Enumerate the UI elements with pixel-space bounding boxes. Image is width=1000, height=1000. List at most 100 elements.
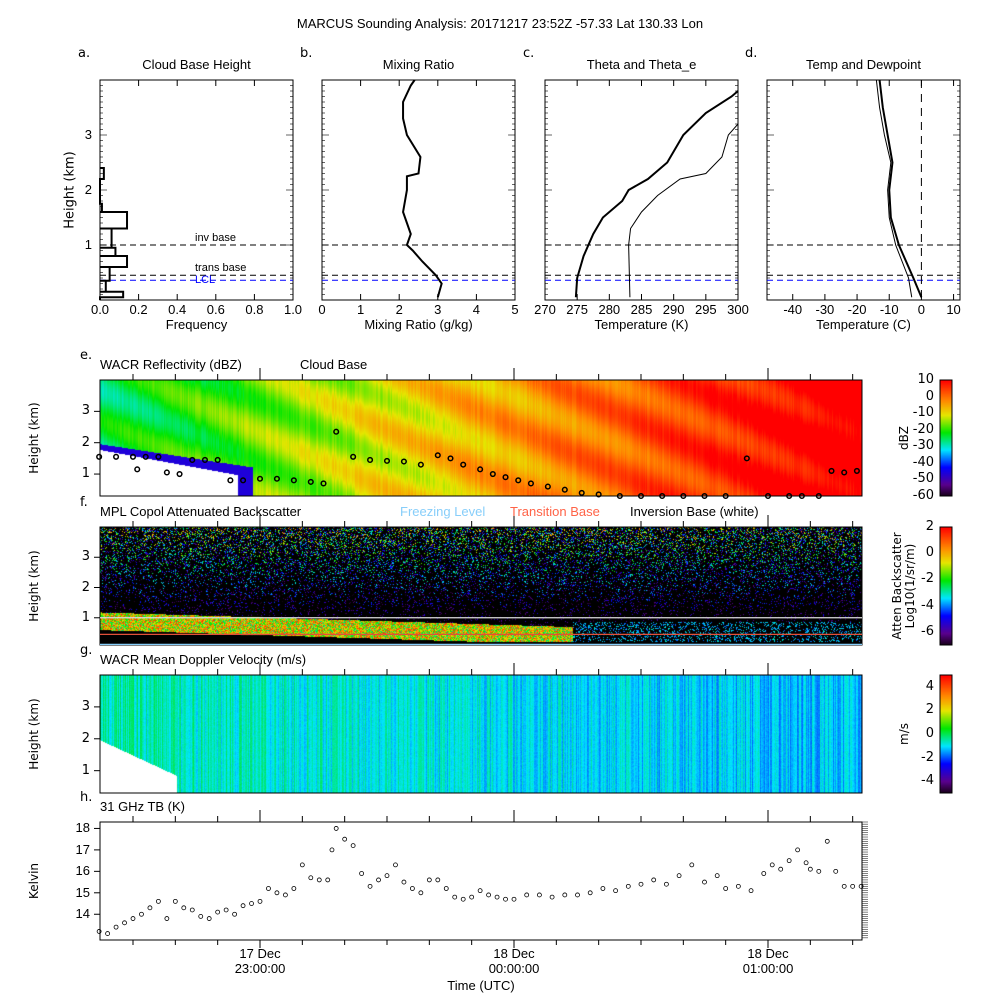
panel-letter-h: h. bbox=[80, 790, 93, 805]
x-tick-label: -40 bbox=[783, 302, 803, 317]
colorbar-label: m/s bbox=[897, 723, 911, 745]
tb-data-point bbox=[638, 881, 644, 887]
tb-data-point bbox=[689, 862, 695, 868]
tb-data-point bbox=[452, 894, 458, 900]
doppler-velocity-heatmap bbox=[100, 675, 862, 793]
tb-data-point bbox=[266, 886, 271, 891]
cloud-base-point bbox=[320, 480, 327, 487]
colorbar-label: Atten Backscatter bbox=[890, 532, 904, 640]
x-tick-label: 1.0 bbox=[283, 302, 303, 317]
tb-data-point bbox=[435, 877, 441, 883]
tb-data-point bbox=[198, 914, 204, 919]
cloud-base-point bbox=[307, 478, 314, 485]
cloud-base-point bbox=[240, 477, 247, 484]
panel-title-g: WACR Mean Doppler Velocity (m/s) bbox=[100, 652, 307, 667]
colorbar-tick-label: -2 bbox=[921, 749, 934, 765]
y-tick-label: 3 bbox=[81, 549, 90, 565]
figure-title: MARCUS Sounding Analysis: 20171217 23:52… bbox=[296, 16, 704, 31]
tb-data-point bbox=[172, 898, 178, 904]
tb-data-point bbox=[816, 868, 822, 874]
tb-data-point bbox=[735, 883, 741, 889]
tb-data-point bbox=[249, 901, 254, 906]
colorbar-tick-label: -2 bbox=[921, 571, 934, 587]
tb-data-point bbox=[850, 883, 856, 889]
colorbar-tick-label: 2 bbox=[925, 519, 934, 534]
x-tick-time: 23:00:00 bbox=[234, 961, 286, 976]
y-tick-label: 18 bbox=[75, 820, 90, 836]
tb-data-point bbox=[96, 929, 102, 934]
tb-data-point bbox=[325, 877, 331, 883]
panel-title-e: WACR Reflectivity (dBZ) bbox=[100, 357, 242, 372]
tb-data-point bbox=[537, 892, 542, 898]
x-tick-label: 295 bbox=[694, 302, 717, 317]
colorbar-tick-label: -10 bbox=[912, 405, 934, 421]
x-tick-label: 2 bbox=[395, 302, 403, 317]
cloud-base-point bbox=[400, 458, 407, 465]
tb-data-point bbox=[274, 890, 280, 896]
tb-data-point bbox=[426, 877, 432, 883]
legend-transition: Transition Base bbox=[510, 504, 600, 519]
panel-b-frame bbox=[321, 79, 516, 301]
y-tick-label: 2 bbox=[81, 730, 90, 746]
tb-data-point bbox=[240, 903, 246, 909]
tb-data-point bbox=[333, 826, 339, 831]
cloud-base-point bbox=[460, 461, 467, 468]
tb-data-point bbox=[460, 896, 466, 902]
x-axis-label-a: Frequency bbox=[165, 317, 228, 332]
tb-data-point bbox=[393, 862, 398, 868]
x-tick-label: 0.2 bbox=[129, 302, 148, 317]
cloud-base-histogram bbox=[99, 167, 129, 300]
cloud-base-point bbox=[616, 492, 623, 500]
y-tick-label: 1 bbox=[81, 466, 90, 482]
reflectivity-heatmap bbox=[100, 380, 862, 496]
tb-data-point bbox=[613, 888, 618, 894]
panel-c-frame bbox=[544, 79, 739, 301]
x-tick-label: 1 bbox=[356, 302, 365, 317]
tb-data-point bbox=[443, 886, 449, 891]
x-tick-label: 280 bbox=[598, 302, 621, 317]
x-axis-label: Time (UTC) bbox=[447, 978, 515, 993]
panel-title-h: 31 GHz TB (K) bbox=[100, 799, 186, 814]
tb-data-point bbox=[469, 894, 475, 900]
colorbar-velocity bbox=[940, 675, 952, 793]
x-tick-label: 0.8 bbox=[245, 302, 264, 317]
tb-data-point bbox=[122, 920, 127, 926]
panel-title-d: Temp and Dewpoint bbox=[806, 57, 921, 72]
colorbar-tick-label: 2 bbox=[925, 702, 934, 718]
panel-d-frame bbox=[766, 79, 961, 301]
tb-data-point bbox=[524, 892, 530, 898]
tb-data-point bbox=[549, 894, 555, 900]
panel-g-frame bbox=[99, 674, 863, 794]
y-axis-label-g: Height (km) bbox=[27, 698, 41, 770]
panel-title-c: Theta and Theta_e bbox=[586, 57, 697, 72]
x-tick-label: 0 bbox=[917, 302, 926, 317]
cloud-base-point bbox=[134, 466, 141, 473]
y-tick-label: 1 bbox=[81, 609, 90, 625]
cloud-base-point bbox=[417, 461, 424, 468]
cloud-base-point bbox=[637, 492, 645, 500]
cloud-base-point bbox=[477, 466, 484, 473]
cloud-base-point bbox=[163, 469, 170, 476]
x-tick-time: 01:00:00 bbox=[742, 961, 794, 976]
cloud-base-point bbox=[189, 456, 196, 463]
x-tick-label: 275 bbox=[566, 302, 589, 317]
x-tick-day: 17 Dec bbox=[239, 946, 281, 961]
tb-data-point bbox=[367, 883, 373, 889]
profile-line bbox=[878, 79, 923, 298]
cloud-base-label: Cloud Base bbox=[300, 357, 368, 372]
reference-line-label: trans base bbox=[195, 262, 247, 275]
cloud-base-point bbox=[659, 492, 666, 500]
tb-data-point bbox=[494, 894, 500, 900]
y-tick-label: 2 bbox=[81, 434, 90, 450]
colorbar-dbz bbox=[940, 380, 952, 496]
tb-data-point bbox=[824, 838, 830, 844]
x-tick-label: 0.0 bbox=[90, 302, 110, 317]
tb-data-point bbox=[600, 886, 606, 891]
x-tick-label: -10 bbox=[879, 302, 899, 317]
legend-freezing: Freezing Level bbox=[400, 504, 486, 519]
tb-data-point bbox=[384, 873, 390, 879]
tb-data-point bbox=[575, 892, 580, 898]
cloud-base-point bbox=[841, 469, 848, 476]
x-tick-day: 18 Dec bbox=[493, 946, 535, 961]
cloud-base-point bbox=[113, 453, 120, 460]
